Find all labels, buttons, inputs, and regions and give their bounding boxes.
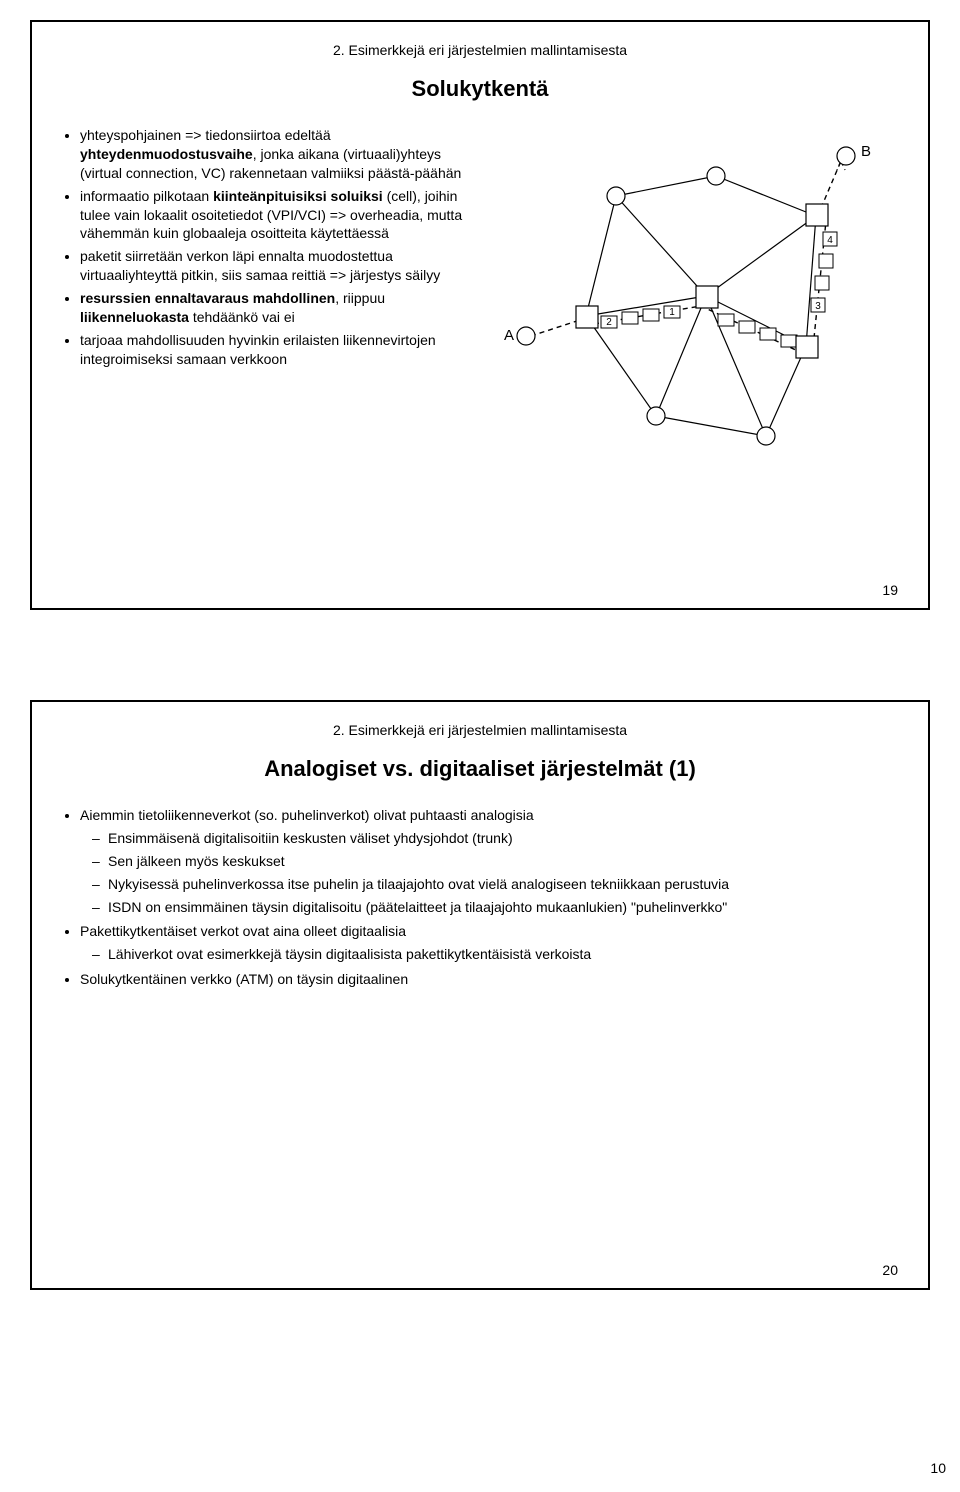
bullet-item: Aiemmin tietoliikenneverkot (so. puhelin…: [80, 806, 898, 916]
slide-1: 2. Esimerkkejä eri järjestelmien mallint…: [30, 20, 930, 610]
slide-2: 2. Esimerkkejä eri järjestelmien mallint…: [30, 700, 930, 1290]
network-diagram: 2 1 4 3: [486, 126, 898, 486]
node-label-a: A: [504, 327, 514, 344]
slide-title: Solukytkentä: [62, 76, 898, 102]
bullet-item: Solukytkentäinen verkko (ATM) on täysin …: [80, 970, 898, 989]
footer-page-number: 10: [930, 1460, 946, 1476]
page-number: 19: [882, 582, 898, 598]
bullet-item: tarjoaa mahdollisuuden hyvinkin erilaist…: [80, 331, 474, 369]
slide-header: 2. Esimerkkejä eri järjestelmien mallint…: [62, 722, 898, 738]
sub-bullet-item: Lähiverkot ovat esimerkkejä täysin digit…: [108, 945, 898, 964]
packet-label: 1: [669, 307, 675, 318]
bullet-item: Pakettikytkentäiset verkot ovat aina oll…: [80, 922, 898, 964]
sub-bullet-item: Ensimmäisenä digitalisoitiin keskusten v…: [108, 829, 898, 848]
node-label-b: B: [861, 143, 871, 160]
bullet-item: informaatio pilkotaan kiinteänpituisiksi…: [80, 187, 474, 244]
packet-label: 2: [606, 317, 612, 328]
bullet-column: Aiemmin tietoliikenneverkot (so. puhelin…: [62, 806, 898, 993]
packet-label: 3: [815, 301, 821, 312]
bullet-item: resurssien ennaltavaraus mahdollinen, ri…: [80, 289, 474, 327]
bullet-item: yhteyspohjainen => tiedonsiirtoa edeltää…: [80, 126, 474, 183]
slide-header: 2. Esimerkkejä eri järjestelmien mallint…: [62, 42, 898, 58]
sub-bullet-item: Sen jälkeen myös keskukset: [108, 852, 898, 871]
sub-bullet-item: ISDN on ensimmäinen täysin digitalisoitu…: [108, 898, 898, 917]
packet-label: 4: [827, 235, 833, 246]
bullet-item: paketit siirretään verkon läpi ennalta m…: [80, 247, 474, 285]
sub-bullet-item: Nykyisessä puhelinverkossa itse puhelin …: [108, 875, 898, 894]
page-number: 20: [882, 1262, 898, 1278]
slide-title: Analogiset vs. digitaaliset järjestelmät…: [62, 756, 898, 782]
bullet-column: yhteyspohjainen => tiedonsiirtoa edeltää…: [62, 126, 474, 486]
